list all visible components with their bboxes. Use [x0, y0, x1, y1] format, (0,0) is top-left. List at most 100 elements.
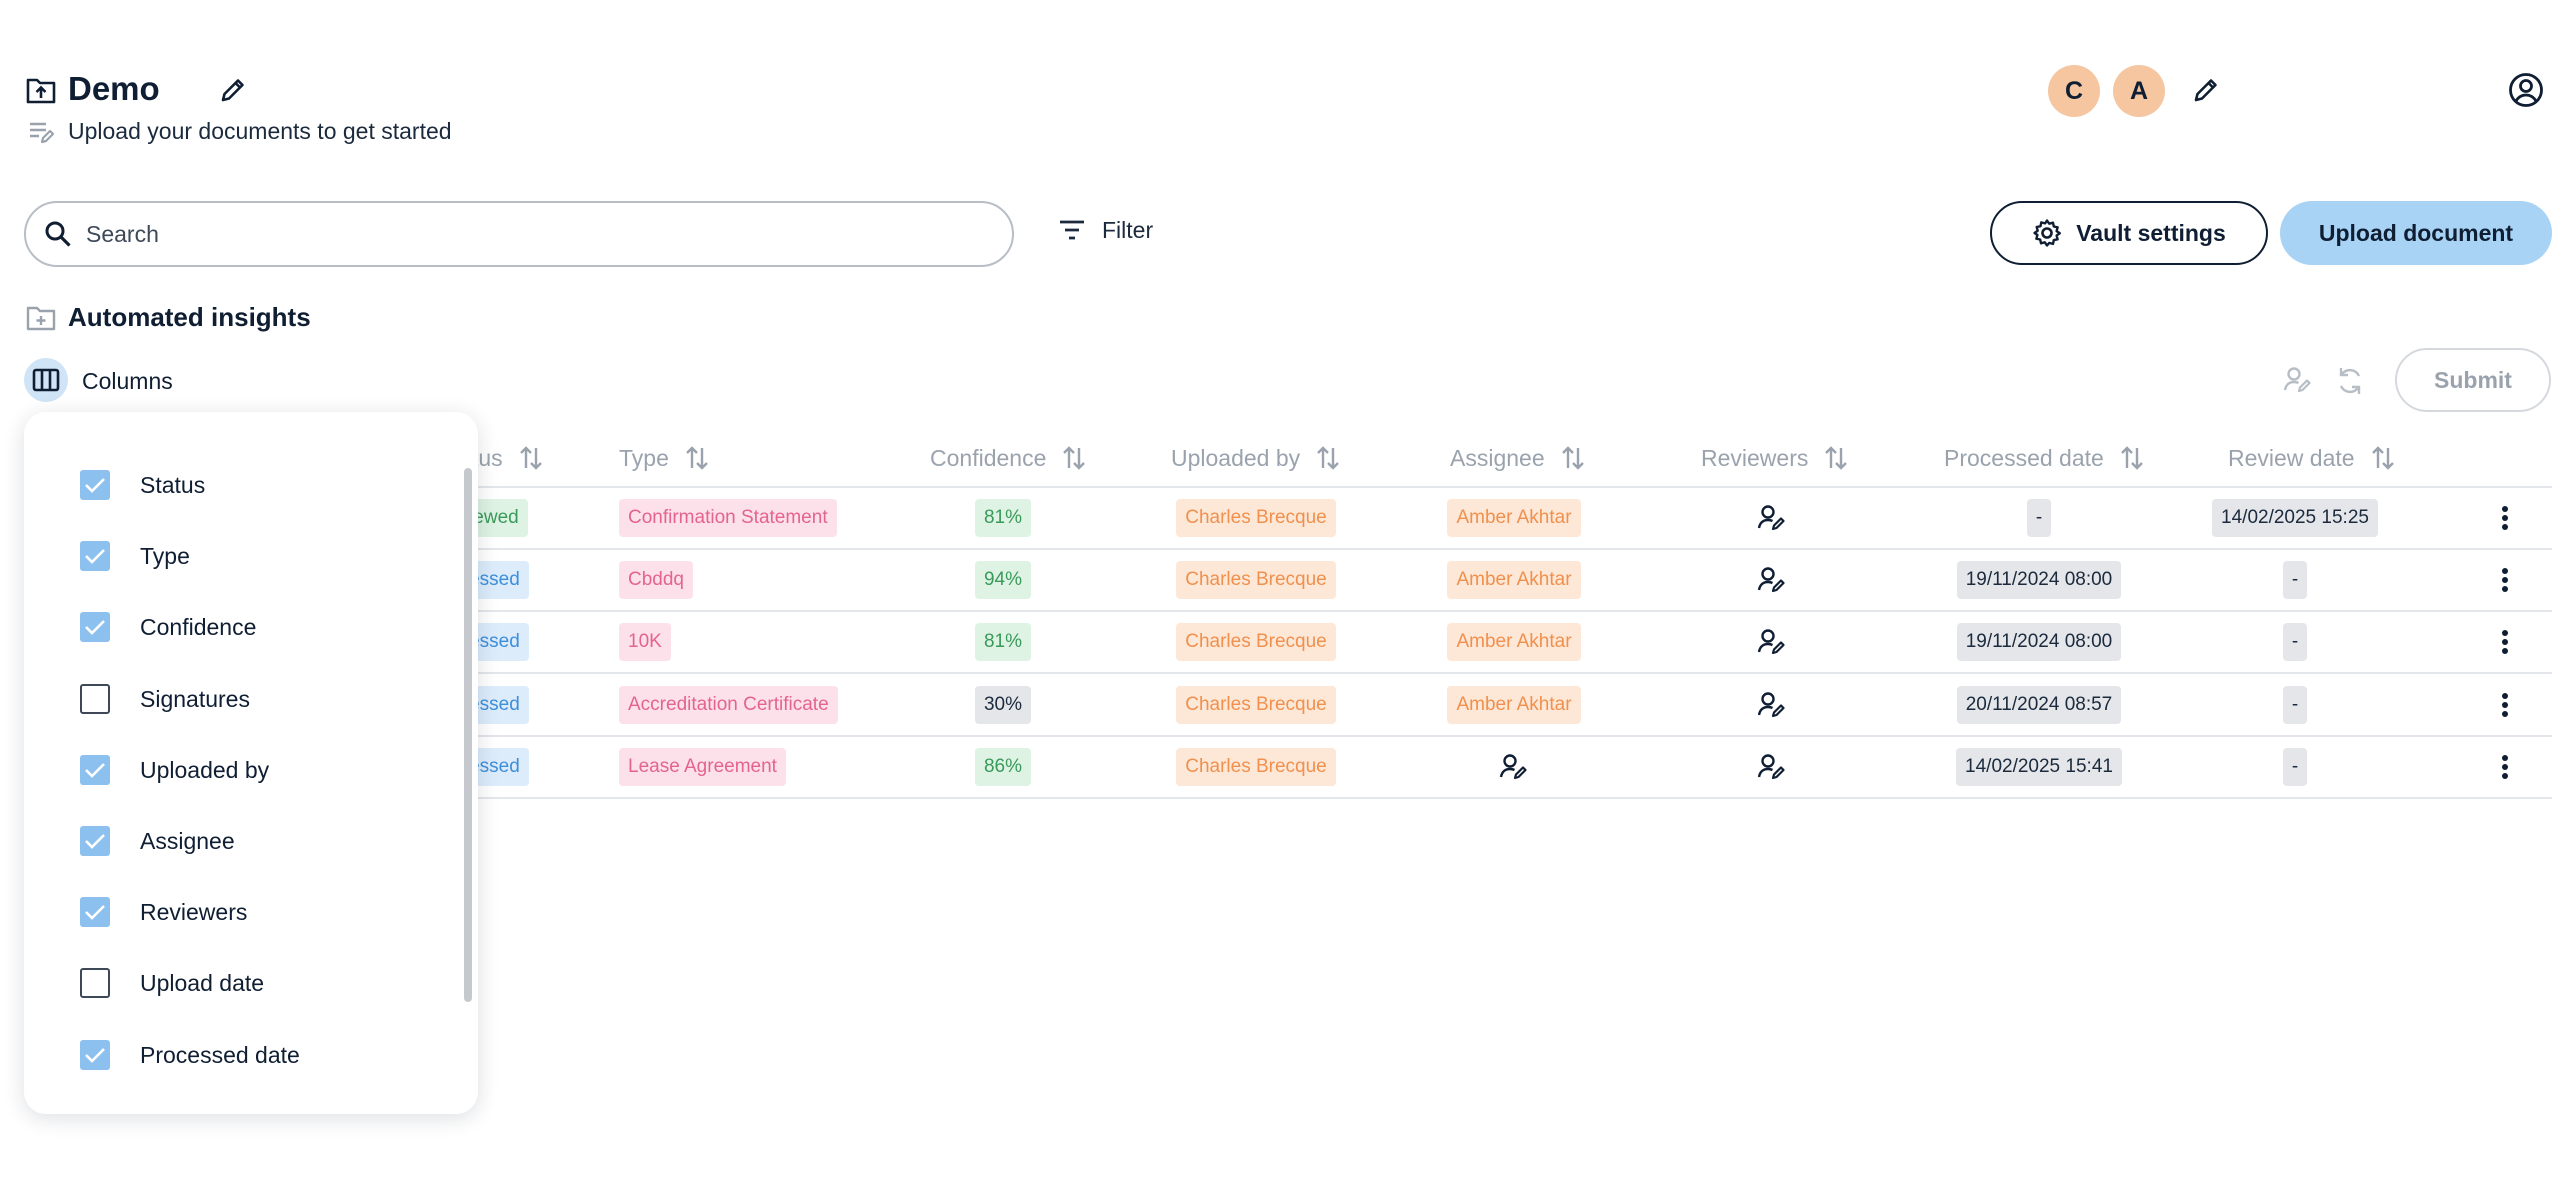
column-header-label: Uploaded by	[1171, 444, 1301, 471]
sort-icon[interactable]	[1062, 444, 1086, 472]
assign-user-icon[interactable]	[1757, 753, 1787, 781]
more-vert-icon[interactable]	[2501, 505, 2509, 531]
confidence-badge: 94%	[974, 561, 1032, 599]
folder-upload-icon	[26, 76, 56, 104]
avatar[interactable]: A	[2113, 65, 2165, 117]
column-toggle-item[interactable]: Assignee	[80, 821, 235, 861]
checkbox[interactable]	[80, 470, 110, 500]
search-input[interactable]	[86, 220, 966, 248]
pencil-icon[interactable]	[219, 76, 247, 104]
search-icon	[44, 220, 72, 248]
column-header-uploaded-by[interactable]: Uploaded by	[1171, 438, 1340, 478]
submit-button[interactable]: Submit	[2395, 348, 2551, 412]
search-input-wrapper[interactable]	[24, 201, 1014, 267]
processed-date-badge: 19/11/2024 08:00	[1956, 561, 2122, 599]
sort-icon[interactable]	[1824, 444, 1848, 472]
uploader-badge: Charles Brecque	[1176, 623, 1336, 661]
checkbox[interactable]	[80, 897, 110, 927]
more-vert-icon[interactable]	[2501, 629, 2509, 655]
column-header-label: Confidence	[930, 444, 1047, 471]
check-icon	[84, 547, 106, 565]
check-icon	[84, 1046, 106, 1064]
checkbox[interactable]	[80, 1040, 110, 1070]
column-toggle-item[interactable]: Confidence	[80, 607, 256, 647]
assign-user-icon[interactable]	[1757, 504, 1787, 532]
column-toggle-item[interactable]: Type	[80, 536, 190, 576]
assign-user-icon[interactable]	[2283, 366, 2313, 394]
review-date-badge: -	[2282, 561, 2308, 599]
column-toggle-label: Uploaded by	[140, 756, 270, 783]
columns-icon[interactable]	[24, 358, 68, 402]
type-badge: Lease Agreement	[619, 748, 786, 786]
assign-user-icon[interactable]	[1757, 628, 1787, 656]
column-toggle-item[interactable]: Upload date	[80, 963, 264, 1003]
upload-document-button[interactable]: Upload document	[2280, 201, 2552, 265]
check-icon	[84, 903, 106, 921]
column-toggle-item[interactable]: Reviewers	[80, 892, 247, 932]
review-date-badge: -	[2282, 686, 2308, 724]
assignee-badge: Amber Akhtar	[1447, 686, 1581, 724]
column-toggle-item[interactable]: Status	[80, 465, 205, 505]
sort-icon[interactable]	[1316, 444, 1340, 472]
section-title: Automated insights	[68, 302, 311, 332]
more-vert-icon[interactable]	[2501, 567, 2509, 593]
sort-icon[interactable]	[1561, 444, 1585, 472]
checkbox[interactable]	[80, 755, 110, 785]
check-icon	[84, 761, 106, 779]
checkbox[interactable]	[80, 684, 110, 714]
review-date-badge: -	[2282, 748, 2308, 786]
column-header-status[interactable]: tus	[472, 438, 543, 478]
confidence-badge: 86%	[974, 748, 1032, 786]
sort-icon[interactable]	[685, 444, 709, 472]
page-title: Demo	[68, 70, 160, 107]
pencil-icon[interactable]	[2192, 76, 2220, 104]
avatar[interactable]: C	[2048, 65, 2100, 117]
checkbox[interactable]	[80, 612, 110, 642]
more-vert-icon[interactable]	[2501, 754, 2509, 780]
checkbox[interactable]	[80, 968, 110, 998]
column-toggle-label: Assignee	[140, 827, 235, 854]
column-toggle-label: Confidence	[140, 613, 257, 640]
uploader-badge: Charles Brecque	[1176, 748, 1336, 786]
column-toggle-item[interactable]: Processed date	[80, 1035, 300, 1075]
assign-user-icon[interactable]	[1499, 753, 1529, 781]
assign-user-icon[interactable]	[1757, 566, 1787, 594]
columns-toggle[interactable]: Columns	[82, 368, 173, 394]
sort-icon[interactable]	[2371, 444, 2395, 472]
columns-menu: Status Type Confidence Signatures Uploaded b…	[24, 412, 478, 1114]
column-header-reviewers[interactable]: Reviewers	[1701, 438, 1848, 478]
checkbox[interactable]	[80, 826, 110, 856]
folder-plus-icon	[26, 305, 56, 331]
column-toggle-item[interactable]: Uploaded by	[80, 750, 269, 790]
row-divider	[460, 672, 2552, 674]
scrollbar[interactable]	[464, 468, 472, 1002]
row-divider	[460, 610, 2552, 612]
column-header-type[interactable]: Type	[619, 438, 709, 478]
assign-user-icon[interactable]	[1757, 691, 1787, 719]
assignee-badge: Amber Akhtar	[1447, 499, 1581, 537]
column-header-review-date[interactable]: Review date	[2228, 438, 2395, 478]
refresh-icon[interactable]	[2336, 366, 2364, 396]
checkbox[interactable]	[80, 541, 110, 571]
uploader-badge: Charles Brecque	[1176, 686, 1336, 724]
column-toggle-label: Reviewers	[140, 898, 248, 925]
sort-icon[interactable]	[519, 444, 543, 472]
column-header-processed-date[interactable]: Processed date	[1944, 438, 2144, 478]
check-icon	[84, 618, 106, 636]
account-circle-icon[interactable]	[2508, 72, 2544, 108]
sort-icon[interactable]	[2120, 444, 2144, 472]
row-divider	[460, 548, 2552, 550]
column-header-assignee[interactable]: Assignee	[1450, 438, 1585, 478]
filter-label: Filter	[1102, 216, 1154, 243]
processed-date-badge: 14/02/2025 15:41	[1956, 748, 2122, 786]
page-subtitle: Upload your documents to get started	[68, 118, 452, 144]
filter-icon	[1058, 219, 1086, 241]
column-header-confidence[interactable]: Confidence	[930, 438, 1086, 478]
column-toggle-item[interactable]: Signatures	[80, 679, 250, 719]
vault-settings-button[interactable]: Vault settings	[1990, 201, 2268, 265]
filter-button[interactable]: Filter	[1058, 210, 1153, 250]
type-badge: Accreditation Certificate	[619, 686, 838, 724]
more-vert-icon[interactable]	[2501, 692, 2509, 718]
type-badge: Cbddq	[619, 561, 693, 599]
type-badge: 10K	[619, 623, 671, 661]
